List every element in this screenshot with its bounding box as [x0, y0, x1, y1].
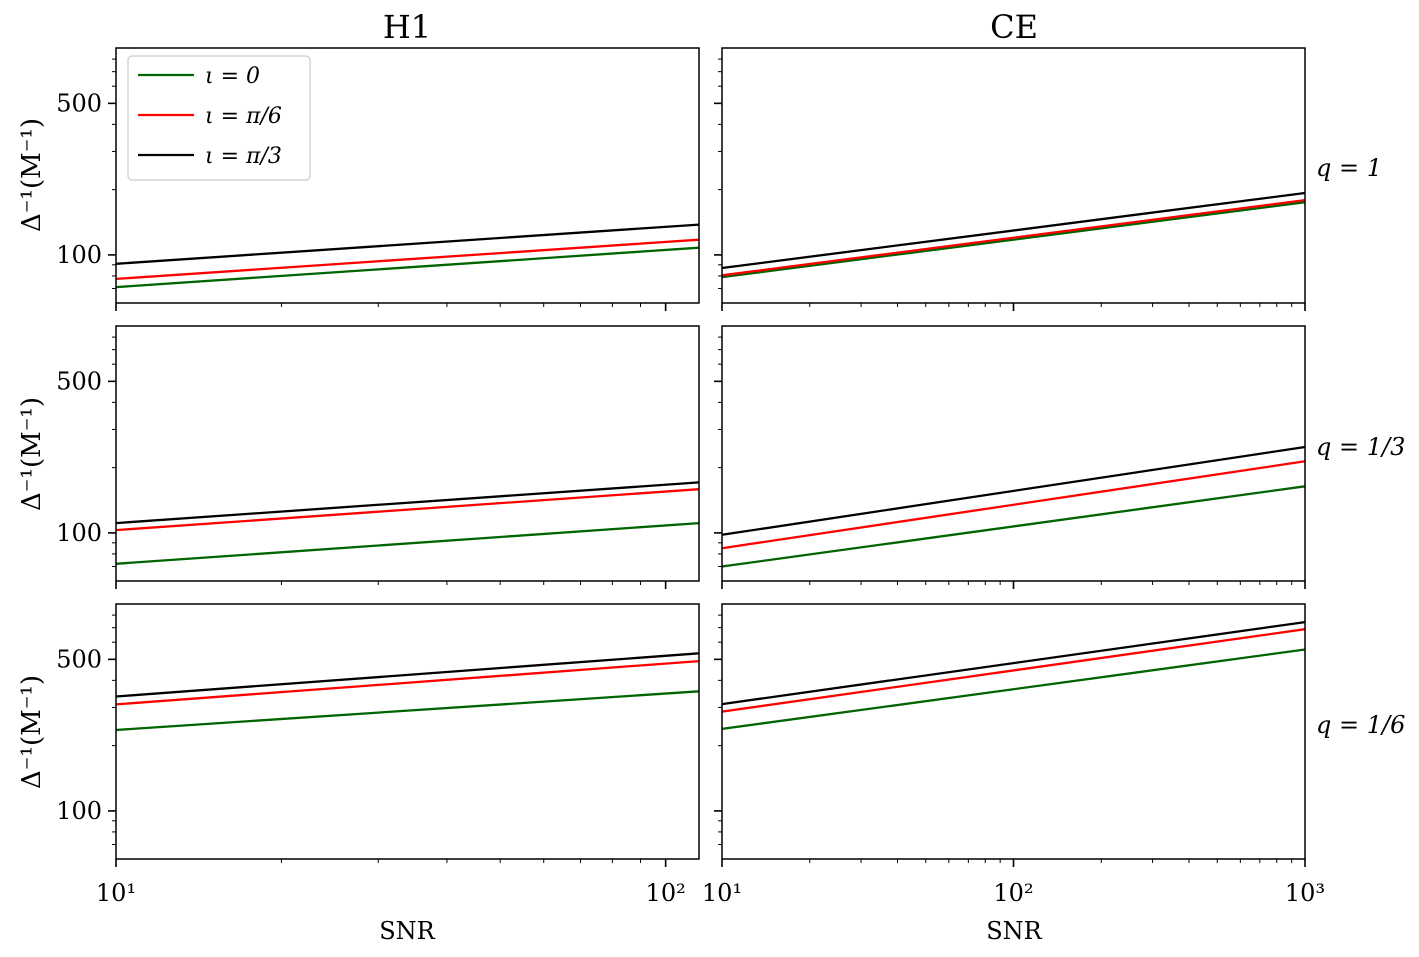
legend-label-iota-pi-6: ι = π/6 [205, 104, 282, 129]
series-line-iota-0 [721, 648, 1306, 731]
panels: 100 500 100 500 100 500 10¹ 10² 10¹ 10² 10³ [56, 47, 1325, 907]
y-axis-label-row2: Δ⁻¹(M⁻¹) [17, 397, 47, 511]
series-line-iota-0 [721, 485, 1306, 568]
series-line-iota-pi-6 [115, 488, 700, 532]
series-line-iota-pi-3 [115, 481, 700, 525]
panel-ce-q1 [714, 47, 1306, 311]
panel-h1-q1-6: 100 500 10¹ 10² [56, 603, 700, 907]
legend-frame [127, 55, 311, 181]
series-line-iota-pi-3 [721, 445, 1306, 536]
x-tick-label: 10³ [1285, 879, 1325, 907]
series-line-iota-0 [115, 521, 700, 565]
row-label-q1: q = 1 [1316, 154, 1382, 182]
series-line-iota-pi-3 [115, 652, 700, 698]
series-line-iota-pi-3 [721, 620, 1306, 706]
panel-ce-q1-6: 10¹ 10² 10³ [702, 603, 1325, 907]
x-tick-label: 10² [993, 879, 1033, 907]
series-line-iota-pi-6 [721, 628, 1306, 713]
y-tick-label: 500 [56, 367, 102, 395]
y-tick-label: 100 [56, 519, 102, 547]
y-axis-label-row3: Δ⁻¹(M⁻¹) [17, 675, 47, 789]
y-tick-label: 100 [56, 241, 102, 269]
series-line-iota-pi-6 [721, 460, 1306, 550]
legend-label-iota-pi-3: ι = π/3 [205, 144, 282, 169]
series-line-iota-pi-3 [115, 223, 700, 265]
series-line-iota-pi-6 [115, 238, 700, 281]
row-label-q1-3: q = 1/3 [1316, 433, 1405, 461]
legend-label-iota-0: ι = 0 [205, 64, 260, 89]
series-line-iota-0 [721, 201, 1306, 279]
series-line-iota-pi-3 [721, 191, 1306, 270]
x-axis-label-ce: SNR [986, 917, 1042, 945]
panel-h1-q1-3: 100 500 [56, 325, 700, 589]
series-line-iota-0 [115, 246, 700, 289]
axes-frame [115, 325, 700, 582]
y-tick-label: 500 [56, 89, 102, 117]
axes-frame [115, 47, 700, 304]
series-line-iota-pi-6 [115, 659, 700, 706]
x-tick-label: 10² [646, 879, 686, 907]
panel-h1-q1: 100 500 [56, 47, 700, 311]
row-label-q1-6: q = 1/6 [1316, 711, 1405, 739]
y-tick-label: 100 [56, 797, 102, 825]
legend: ι = 0 ι = π/6 ι = π/3 [127, 55, 311, 181]
x-tick-label: 10¹ [96, 879, 136, 907]
x-axis-label-h1: SNR [379, 917, 435, 945]
panel-ce-q1-3 [714, 325, 1306, 589]
column-title-ce: CE [990, 8, 1038, 46]
y-tick-label: 500 [56, 645, 102, 673]
y-axis-label-row1: Δ⁻¹(M⁻¹) [17, 118, 47, 232]
axes-frame [721, 47, 1306, 304]
axes-frame [721, 603, 1306, 860]
x-tick-label: 10¹ [702, 879, 742, 907]
axes-frame [721, 325, 1306, 582]
series-line-iota-pi-6 [721, 198, 1306, 277]
series-line-iota-0 [115, 690, 700, 732]
axes-frame [115, 603, 700, 860]
column-title-h1: H1 [383, 8, 431, 46]
